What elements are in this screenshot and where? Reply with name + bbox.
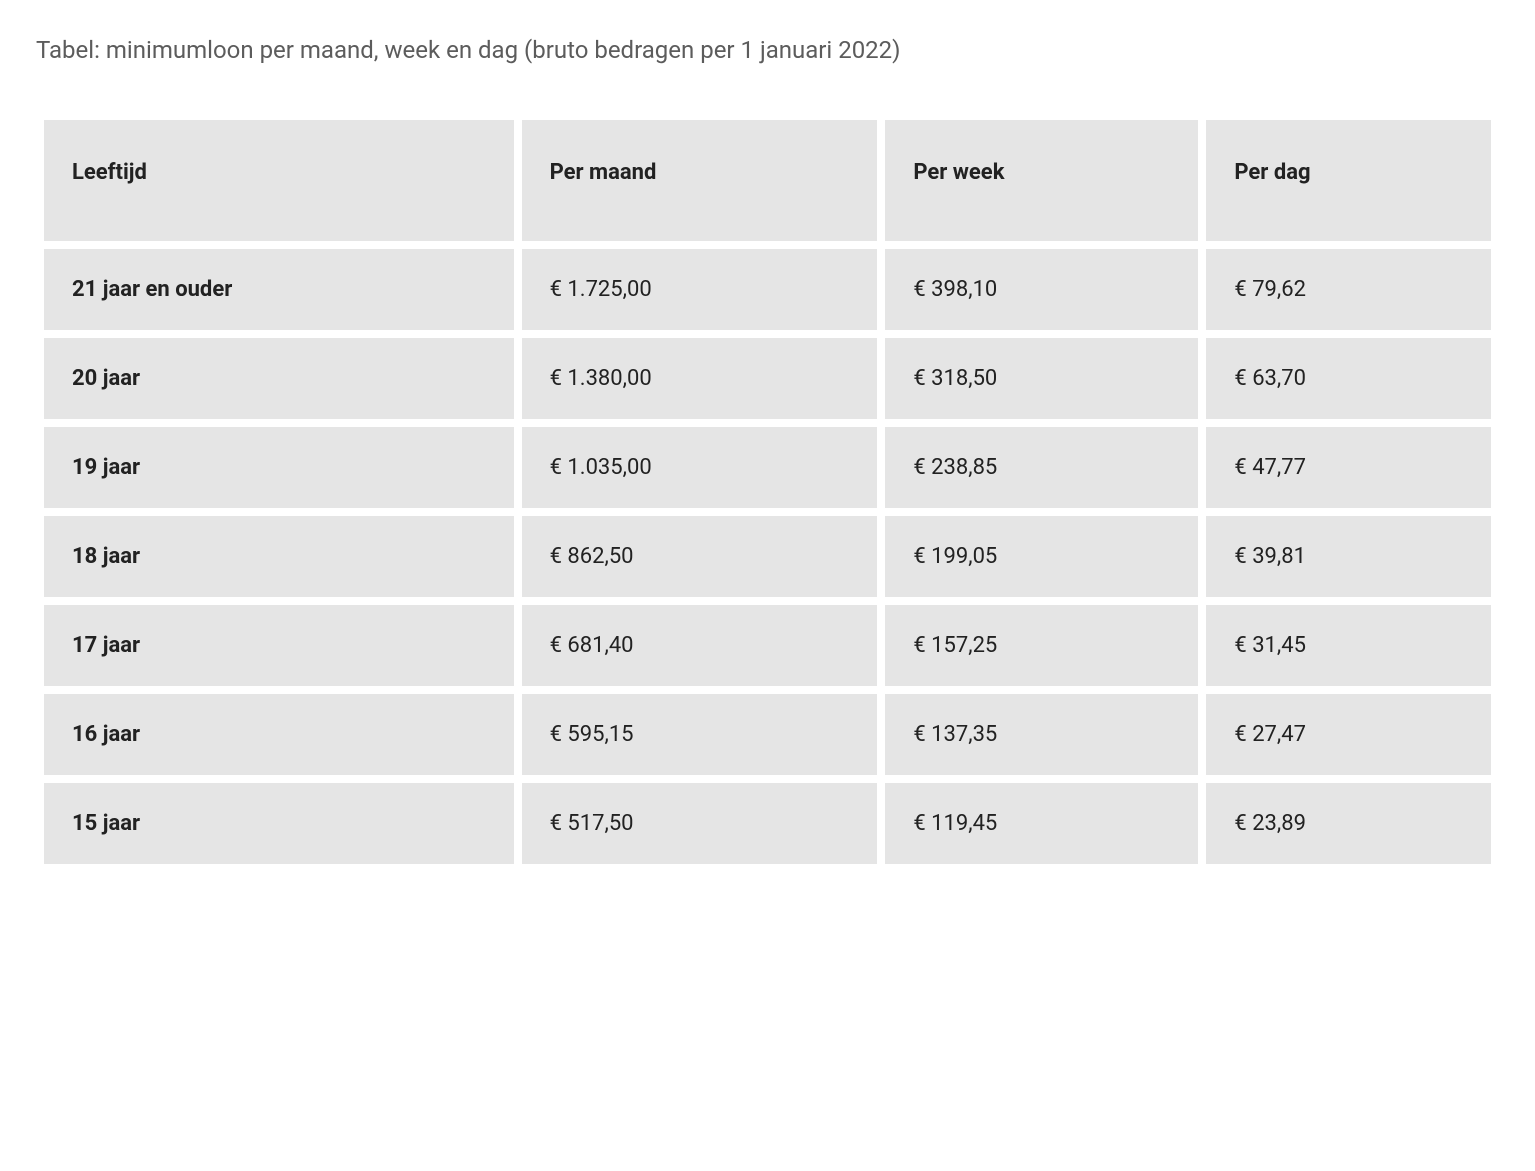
cell-day: € 23,89: [1206, 783, 1491, 864]
cell-week: € 199,05: [885, 516, 1198, 597]
cell-month: € 1.035,00: [522, 427, 878, 508]
cell-age: 20 jaar: [44, 338, 514, 419]
cell-age: 19 jaar: [44, 427, 514, 508]
table-row: 15 jaar € 517,50 € 119,45 € 23,89: [44, 783, 1491, 864]
cell-age: 15 jaar: [44, 783, 514, 864]
cell-day: € 27,47: [1206, 694, 1491, 775]
table-row: 18 jaar € 862,50 € 199,05 € 39,81: [44, 516, 1491, 597]
table-row: 17 jaar € 681,40 € 157,25 € 31,45: [44, 605, 1491, 686]
cell-week: € 398,10: [885, 249, 1198, 330]
cell-week: € 238,85: [885, 427, 1198, 508]
table-row: 19 jaar € 1.035,00 € 238,85 € 47,77: [44, 427, 1491, 508]
cell-age: 16 jaar: [44, 694, 514, 775]
cell-week: € 318,50: [885, 338, 1198, 419]
cell-day: € 47,77: [1206, 427, 1491, 508]
col-header-age: Leeftijd: [44, 120, 514, 241]
cell-month: € 1.380,00: [522, 338, 878, 419]
cell-month: € 681,40: [522, 605, 878, 686]
cell-month: € 862,50: [522, 516, 878, 597]
cell-month: € 517,50: [522, 783, 878, 864]
cell-day: € 63,70: [1206, 338, 1491, 419]
table-body: 21 jaar en ouder € 1.725,00 € 398,10 € 7…: [44, 249, 1491, 864]
table-row: 21 jaar en ouder € 1.725,00 € 398,10 € 7…: [44, 249, 1491, 330]
table-row: 20 jaar € 1.380,00 € 318,50 € 63,70: [44, 338, 1491, 419]
cell-age: 21 jaar en ouder: [44, 249, 514, 330]
cell-day: € 31,45: [1206, 605, 1491, 686]
cell-day: € 79,62: [1206, 249, 1491, 330]
table-row: 16 jaar € 595,15 € 137,35 € 27,47: [44, 694, 1491, 775]
table-header-row: Leeftijd Per maand Per week Per dag: [44, 120, 1491, 241]
cell-month: € 1.725,00: [522, 249, 878, 330]
cell-age: 18 jaar: [44, 516, 514, 597]
wage-table-container: Leeftijd Per maand Per week Per dag 21 j…: [36, 112, 1499, 872]
cell-week: € 137,35: [885, 694, 1198, 775]
cell-week: € 157,25: [885, 605, 1198, 686]
cell-day: € 39,81: [1206, 516, 1491, 597]
table-caption: Tabel: minimumloon per maand, week en da…: [36, 36, 1499, 64]
col-header-day: Per dag: [1206, 120, 1491, 241]
col-header-week: Per week: [885, 120, 1198, 241]
cell-month: € 595,15: [522, 694, 878, 775]
cell-week: € 119,45: [885, 783, 1198, 864]
wage-table: Leeftijd Per maand Per week Per dag 21 j…: [36, 112, 1499, 872]
cell-age: 17 jaar: [44, 605, 514, 686]
col-header-month: Per maand: [522, 120, 878, 241]
